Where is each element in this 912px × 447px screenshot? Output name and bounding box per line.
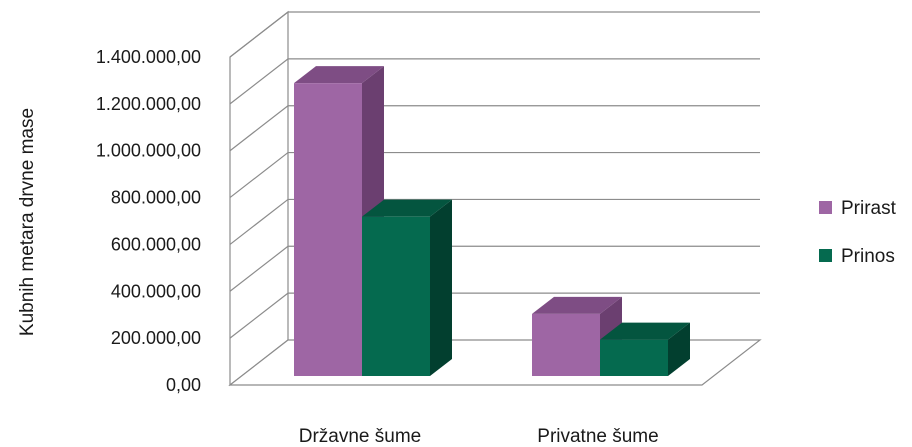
y-tick-label: 1.200.000,00 — [96, 94, 201, 114]
legend-label: Prirast — [841, 198, 897, 219]
y-tick-label: 600.000,00 — [111, 234, 201, 254]
bar-prirast-1 — [294, 66, 384, 377]
x-axis-ticks: Državne šume Privatne šume — [299, 426, 659, 447]
gridline — [229, 292, 760, 339]
bar-front — [294, 83, 362, 377]
y-tick-label: 1.400.000,00 — [96, 47, 201, 67]
gridline — [229, 245, 760, 292]
bar-front — [532, 313, 600, 376]
bar-top — [362, 199, 452, 217]
x-tick-label: Državne šume — [299, 426, 422, 442]
bar-side — [668, 322, 690, 376]
bar-top — [532, 296, 622, 314]
bar-front — [362, 216, 430, 376]
legend-item-prinos: Prinos — [819, 246, 895, 267]
y-axis-ticks: 0,00 200.000,00 400.000,00 600.000,00 800.00… — [96, 47, 201, 395]
bar-side — [430, 199, 452, 376]
gridline — [229, 58, 760, 105]
gridline — [229, 11, 760, 58]
gridline — [229, 105, 760, 152]
y-axis-label: Kubnih metara drvne mase — [17, 108, 38, 336]
bar-front — [600, 339, 668, 376]
y-tick-label: 200.000,00 — [111, 328, 201, 348]
bar-top — [294, 66, 384, 84]
side-wall — [229, 10, 289, 387]
bars — [294, 66, 690, 377]
y-tick-label: 0,00 — [166, 375, 201, 395]
gridline — [229, 151, 760, 199]
bar-top — [600, 322, 690, 340]
legend-label: Prinos — [841, 246, 895, 267]
x-tick-label: Privatne šume — [537, 426, 658, 442]
legend-swatch — [819, 249, 832, 262]
gridline — [229, 198, 760, 245]
y-tick-label: 400.000,00 — [111, 281, 201, 301]
legend-item-prirast: Prirast — [819, 198, 897, 219]
legend-swatch — [819, 201, 832, 214]
legend: Prirast Prinos — [819, 198, 897, 267]
bar-prinos-1 — [362, 199, 452, 376]
bar-prinos-2 — [600, 322, 690, 376]
gridlines — [229, 11, 760, 339]
y-tick-label: 800.000,00 — [111, 188, 201, 208]
y-tick-label: 1.000.000,00 — [96, 141, 201, 161]
